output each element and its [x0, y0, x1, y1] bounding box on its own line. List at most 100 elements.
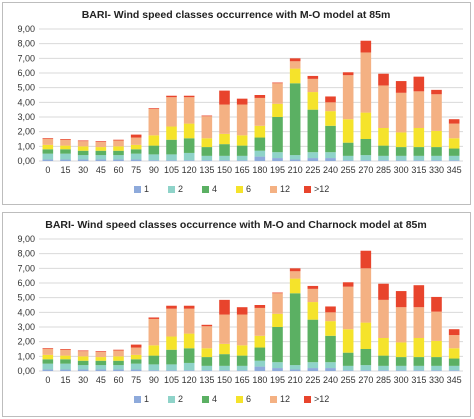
- bar-segment-6-135: [201, 348, 213, 358]
- bar-segment-gt12-300: [395, 81, 407, 93]
- bar-segment-6-270: [360, 322, 372, 349]
- legend-label: 12: [280, 184, 290, 194]
- bar-segment-2-150: [219, 365, 230, 371]
- bar-segment-6-45: [95, 147, 107, 151]
- legend-swatch: [270, 186, 277, 193]
- x-tick-label: 120: [182, 375, 197, 385]
- bar-segment-4-270: [360, 349, 372, 366]
- x-tick-label: 105: [164, 165, 179, 175]
- bar-segment-6-15: [60, 355, 71, 360]
- x-tick-label: 315: [411, 375, 426, 385]
- bar-segment-2-15: [60, 363, 71, 370]
- x-tick-label: 285: [376, 375, 391, 385]
- y-tick-label: 2,00: [17, 127, 35, 137]
- x-tick-label: 135: [199, 165, 214, 175]
- x-tick-label: 300: [394, 375, 409, 385]
- bar-segment-12-285: [378, 299, 389, 338]
- bar-segment-4-165: [236, 145, 248, 156]
- bar-segment-gt12-150: [219, 299, 230, 315]
- bar-segment-1-180: [254, 156, 266, 161]
- bar-segment-6-0: [42, 354, 54, 360]
- bar-segment-4-315: [413, 147, 425, 156]
- x-tick-label: 15: [60, 375, 70, 385]
- x-tick-label: 255: [341, 375, 356, 385]
- bar-segment-1-330: [431, 160, 442, 161]
- bar-segment-4-195: [272, 327, 283, 363]
- bar-segment-gt12-345: [448, 329, 460, 336]
- bar-segment-12-345: [448, 335, 460, 349]
- bar-segment-1-165: [236, 370, 248, 371]
- bar-segment-1-285: [378, 370, 389, 371]
- bar-segment-gt12-300: [395, 291, 407, 308]
- bar-segment-gt12-30: [77, 140, 89, 142]
- bar-segment-4-225: [307, 319, 319, 363]
- bar-segment-6-180: [254, 125, 266, 138]
- bar-segment-6-150: [219, 343, 230, 355]
- bar-segment-gt12-210: [289, 58, 301, 62]
- bar-segment-12-300: [395, 92, 407, 133]
- bar-segment-1-270: [360, 160, 372, 161]
- bar-segment-gt12-15: [60, 349, 71, 350]
- bar-segment-2-30: [77, 155, 89, 160]
- x-tick-label: 45: [96, 165, 106, 175]
- bar-segment-2-45: [95, 155, 107, 160]
- x-tick-label: 150: [217, 375, 232, 385]
- x-tick-label: 330: [429, 165, 444, 175]
- bar-segment-4-135: [201, 357, 213, 366]
- x-tick-label: 15: [60, 165, 70, 175]
- bar-segment-2-225: [307, 152, 319, 159]
- bar-segment-4-150: [219, 354, 230, 366]
- bar-segment-gt12-120: [183, 95, 195, 98]
- x-tick-label: 240: [323, 165, 338, 175]
- bar-segment-gt12-225: [307, 75, 319, 79]
- y-tick-label: 9,00: [17, 24, 35, 34]
- bar-segment-1-210: [289, 369, 301, 371]
- bar-segment-2-240: [325, 362, 336, 369]
- bar-segment-gt12-255: [342, 72, 354, 76]
- bar-segment-1-255: [342, 160, 354, 161]
- chart-title: BARI- Wind speed classes occurrence with…: [45, 219, 427, 231]
- bar-segment-12-330: [431, 94, 442, 131]
- bar-segment-6-225: [307, 302, 319, 320]
- bar-segment-6-60: [113, 146, 124, 151]
- y-tick-label: 6,00: [17, 278, 35, 288]
- legend-label: 4: [212, 184, 217, 194]
- y-tick-label: 6,00: [17, 68, 35, 78]
- bar-segment-4-180: [254, 137, 266, 151]
- bar-segment-1-135: [201, 160, 213, 161]
- bar-segment-gt12-165: [236, 307, 248, 315]
- bar-segment-gt12-30: [77, 350, 89, 352]
- bar-segment-gt12-180: [254, 305, 266, 308]
- bar-segment-12-165: [236, 104, 248, 136]
- bar-segment-gt12-270: [360, 250, 372, 269]
- bar-segment-gt12-120: [183, 305, 195, 309]
- x-tick-label: 330: [429, 375, 444, 385]
- bar-segment-6-330: [431, 340, 442, 358]
- bar-segment-gt12-90: [148, 317, 160, 319]
- x-tick-label: 135: [199, 375, 214, 385]
- bar-segment-1-120: [183, 160, 195, 161]
- y-tick-label: 4,00: [17, 97, 35, 107]
- bar-segment-6-30: [77, 146, 89, 151]
- bar-segment-gt12-285: [378, 73, 389, 86]
- bar-segment-gt12-195: [272, 292, 283, 294]
- bar-segment-2-345: [448, 155, 460, 161]
- bar-segment-6-150: [219, 133, 230, 145]
- x-tick-label: 300: [394, 165, 409, 175]
- bar-segment-2-330: [431, 365, 442, 371]
- x-tick-label: 0: [45, 165, 50, 175]
- bar-segment-12-315: [413, 91, 425, 128]
- bar-segment-12-60: [113, 140, 124, 147]
- bar-segment-4-75: [130, 149, 142, 154]
- bar-segment-6-345: [448, 138, 460, 149]
- bar-segment-2-270: [360, 365, 372, 371]
- legend-swatch: [168, 186, 175, 193]
- bar-segment-1-150: [219, 160, 230, 161]
- bar-segment-6-240: [325, 321, 336, 336]
- bar-segment-1-270: [360, 370, 372, 371]
- bar-segment-6-330: [431, 130, 442, 148]
- bar-segment-1-240: [325, 368, 336, 371]
- bar-segment-gt12-330: [431, 89, 442, 95]
- bar-segment-gt12-60: [113, 349, 124, 351]
- x-tick-label: 0: [45, 375, 50, 385]
